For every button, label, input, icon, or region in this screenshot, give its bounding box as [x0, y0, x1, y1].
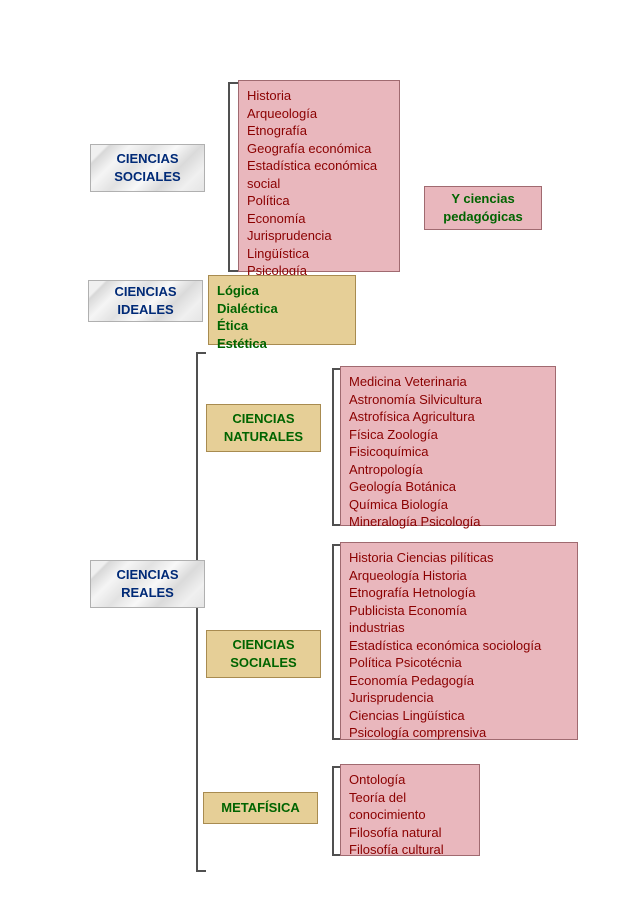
list-ciencias-ideales: Lógica Dialéctica Ética Estética [208, 275, 356, 345]
bracket-meta [332, 766, 340, 856]
label-y-ciencias-pedagogicas: Y ciencias pedagógicas [424, 186, 542, 230]
list-ciencias-sociales: Historia Arqueología Etnografía Geografí… [238, 80, 400, 272]
label-ciencias-sociales: CIENCIAS SOCIALES [90, 144, 205, 192]
label-ciencias-naturales: CIENCIAS NATURALES [206, 404, 321, 452]
list-metafisica: Ontología Teoría del conocimiento Filoso… [340, 764, 480, 856]
label-ciencias-reales: CIENCIAS REALES [90, 560, 205, 608]
bracket-top [228, 82, 238, 272]
label-metafisica: METAFÍSICA [203, 792, 318, 824]
label-ciencias-ideales: CIENCIAS IDEALES [88, 280, 203, 322]
bracket-soc2 [332, 544, 340, 740]
list-ciencias-sociales-2: Historia Ciencias pilíticas Arqueología … [340, 542, 578, 740]
label-ciencias-sociales-2: CIENCIAS SOCIALES [206, 630, 321, 678]
list-ciencias-naturales: Medicina Veterinaria Astronomía Silvicul… [340, 366, 556, 526]
bracket-nat [332, 368, 340, 526]
